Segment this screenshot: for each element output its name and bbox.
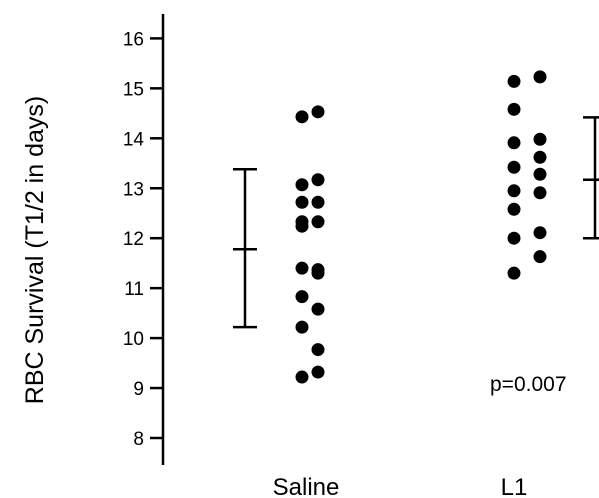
y-tick-label-15: 15 bbox=[123, 79, 144, 100]
point-saline-1 bbox=[295, 110, 309, 124]
category-label-saline: Saline bbox=[273, 474, 340, 498]
point-l1-7 bbox=[507, 160, 521, 174]
point-saline-4 bbox=[311, 173, 325, 187]
y-tick-label-14: 14 bbox=[123, 129, 145, 150]
y-tick-label-9: 9 bbox=[133, 379, 144, 400]
point-saline-12 bbox=[311, 266, 325, 280]
point-l1-13 bbox=[507, 231, 521, 245]
p-value-annotation: p=0.007 bbox=[490, 373, 567, 396]
y-ticks: 8 9 10 11 12 13 14 15 16 bbox=[123, 29, 163, 450]
point-l1-8 bbox=[533, 167, 547, 181]
point-saline-3 bbox=[295, 178, 309, 192]
point-l1-5 bbox=[507, 136, 521, 150]
point-saline-16 bbox=[311, 343, 325, 357]
point-l1-4 bbox=[533, 132, 547, 146]
point-saline-15 bbox=[295, 320, 309, 334]
point-saline-11 bbox=[295, 261, 309, 275]
point-l1-12 bbox=[533, 226, 547, 240]
point-saline-18 bbox=[311, 365, 325, 379]
point-saline-2 bbox=[311, 105, 325, 119]
point-l1-14 bbox=[533, 250, 547, 264]
point-l1-3 bbox=[507, 102, 521, 116]
y-axis-label: RBC Survival (T1/2 in days) bbox=[21, 96, 49, 404]
point-saline-8 bbox=[311, 215, 325, 229]
y-tick-label-10: 10 bbox=[123, 329, 144, 350]
data-points bbox=[295, 70, 547, 384]
point-saline-6 bbox=[311, 195, 325, 209]
y-tick-label-13: 13 bbox=[123, 179, 144, 200]
point-l1-10 bbox=[533, 186, 547, 200]
point-l1-6 bbox=[533, 150, 547, 164]
y-tick-label-16: 16 bbox=[123, 29, 144, 50]
point-l1-11 bbox=[507, 202, 521, 216]
point-saline-14 bbox=[311, 302, 325, 316]
y-tick-label-12: 12 bbox=[123, 229, 144, 250]
point-l1-1 bbox=[507, 74, 521, 88]
category-label-l1: L1 bbox=[501, 474, 528, 498]
error-bars bbox=[233, 116, 599, 329]
point-l1-9 bbox=[507, 184, 521, 198]
y-tick-label-11: 11 bbox=[124, 279, 144, 300]
point-saline-17 bbox=[295, 370, 309, 384]
point-saline-9 bbox=[295, 219, 309, 233]
point-saline-5 bbox=[295, 195, 309, 209]
y-tick-label-8: 8 bbox=[133, 429, 144, 450]
point-saline-13 bbox=[295, 290, 309, 304]
point-l1-2 bbox=[533, 70, 547, 84]
point-l1-15 bbox=[507, 266, 521, 280]
